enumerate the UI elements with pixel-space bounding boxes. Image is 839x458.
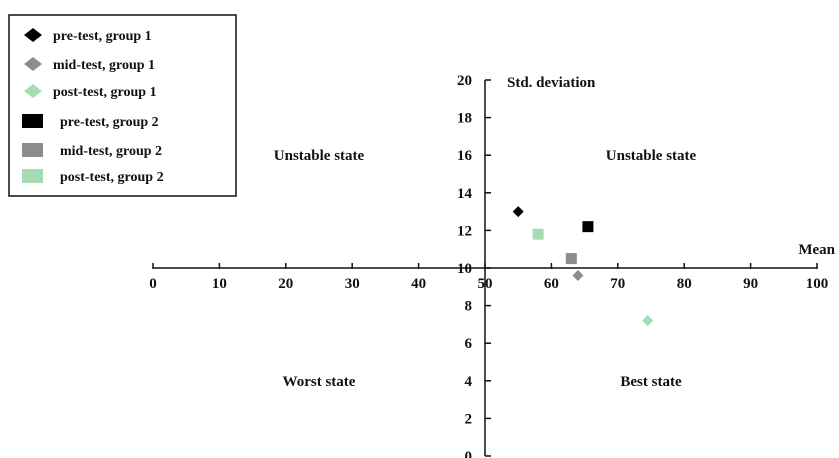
y-tick-label: 4	[465, 374, 473, 390]
x-tick-label: 0	[149, 276, 157, 292]
x-tick-label: 70	[610, 276, 625, 292]
y-tick-label: 2	[465, 411, 473, 427]
legend-box	[8, 14, 237, 197]
legend-marker	[24, 84, 42, 98]
data-point	[572, 270, 584, 282]
legend: pre-test, group 1 mid-test, group 1 post-t…	[8, 14, 237, 197]
y-tick-label: 14	[457, 186, 473, 202]
legend-marker	[22, 114, 43, 128]
y-tick-label: 8	[465, 299, 473, 315]
x-tick-label: 90	[743, 276, 758, 292]
region-labels: Unstable state Unstable state Worst state B…	[274, 148, 697, 390]
data-point	[642, 315, 654, 327]
region-label: Worst state	[283, 374, 356, 390]
legend-marker	[22, 169, 43, 183]
data-point	[582, 221, 594, 233]
y-tick-label: 0	[465, 449, 473, 458]
legend-label: pre-test, group 2	[60, 115, 159, 130]
y-tick-label: 10	[457, 261, 472, 277]
x-tick-label: 40	[411, 276, 426, 292]
y-tick-label: 20	[457, 73, 472, 89]
data-points	[512, 206, 654, 327]
x-tick-label: 30	[345, 276, 360, 292]
region-label: Best state	[620, 374, 682, 390]
region-label: Unstable state	[606, 148, 697, 164]
x-tick-label: 50	[478, 276, 493, 292]
legend-marker	[24, 28, 42, 42]
x-axis-label: Mean	[798, 242, 835, 258]
data-point	[512, 206, 524, 218]
legend-label: mid-test, group 2	[60, 144, 162, 159]
y-tick-label: 16	[457, 148, 473, 164]
legend-label: mid-test, group 1	[53, 58, 155, 73]
legend-label: post-test, group 1	[53, 85, 157, 100]
legend-marker	[24, 57, 42, 71]
y-axis-label: Std. deviation	[507, 75, 596, 91]
legend-label: pre-test, group 1	[53, 29, 152, 44]
data-point	[532, 228, 544, 240]
x-tick-label: 100	[806, 276, 829, 292]
y-tick-label: 6	[465, 336, 473, 352]
y-tick-label: 12	[457, 223, 472, 239]
legend-marker	[22, 143, 43, 157]
x-tick-label: 60	[544, 276, 559, 292]
ticks: 0 10 20 30 40 50 60 70 80 90 100 0 2 4 6 8 10 12 14 16 18 20	[149, 73, 828, 458]
data-point	[565, 253, 577, 265]
x-tick-label: 10	[212, 276, 227, 292]
legend-label: post-test, group 2	[60, 170, 164, 185]
region-label: Unstable state	[274, 148, 365, 164]
x-tick-label: 80	[677, 276, 692, 292]
x-tick-label: 20	[278, 276, 293, 292]
y-tick-label: 18	[457, 111, 472, 127]
